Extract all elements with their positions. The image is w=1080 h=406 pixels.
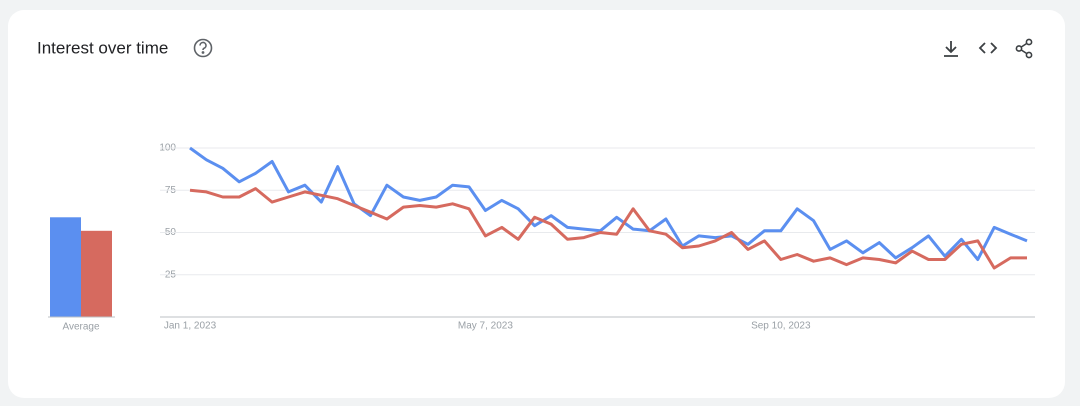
share-icon[interactable] — [1015, 38, 1033, 59]
bar — [81, 230, 112, 317]
x-tick-label: May 7, 2023 — [458, 321, 513, 332]
download-icon[interactable] — [944, 41, 958, 57]
card — [8, 10, 1065, 398]
line-series — [189, 146, 1028, 261]
line-series — [189, 187, 1027, 270]
x-tick-label: Sep 10, 2023 — [751, 321, 811, 332]
x-tick-label: Average — [62, 322, 100, 333]
embed-icon[interactable] — [978, 42, 998, 54]
x-tick-label: Jan 1, 2023 — [164, 321, 217, 332]
help-icon[interactable] — [193, 38, 213, 58]
bar — [50, 217, 81, 317]
card-title: Interest over time — [37, 38, 168, 57]
